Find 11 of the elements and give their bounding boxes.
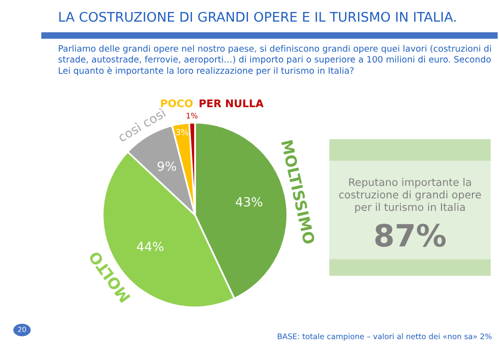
data-label: 3%: [176, 129, 188, 136]
slice-label: così così: [116, 107, 166, 142]
slice-label: PER NULLA: [200, 100, 264, 108]
chart-title: LA COSTRUZIONE DI GRANDI OPERE E IL TURISMO IN ITALIA.: [59, 12, 456, 22]
text: Reputano importante la costruzione di grandi opere per il turismo in Italia: [339, 178, 481, 213]
data-label: 44%: [136, 242, 164, 252]
chart-subtitle: Parliamo delle grandi opere nel nostro paese, si definiscono grandi opere quei lavori (costruzioni di strade, autostrade, ferrovie, aeroporti…) di importo pari o superiore a 100 milioni di euro. Secondo Lei quanto è importante la loro realizzazione per il turismo in Italia?: [58, 45, 491, 76]
slice-label: POCO: [161, 99, 193, 108]
data-label: 9%: [158, 162, 176, 171]
data-label: 43%: [236, 197, 262, 207]
text: 87%: [375, 224, 446, 247]
